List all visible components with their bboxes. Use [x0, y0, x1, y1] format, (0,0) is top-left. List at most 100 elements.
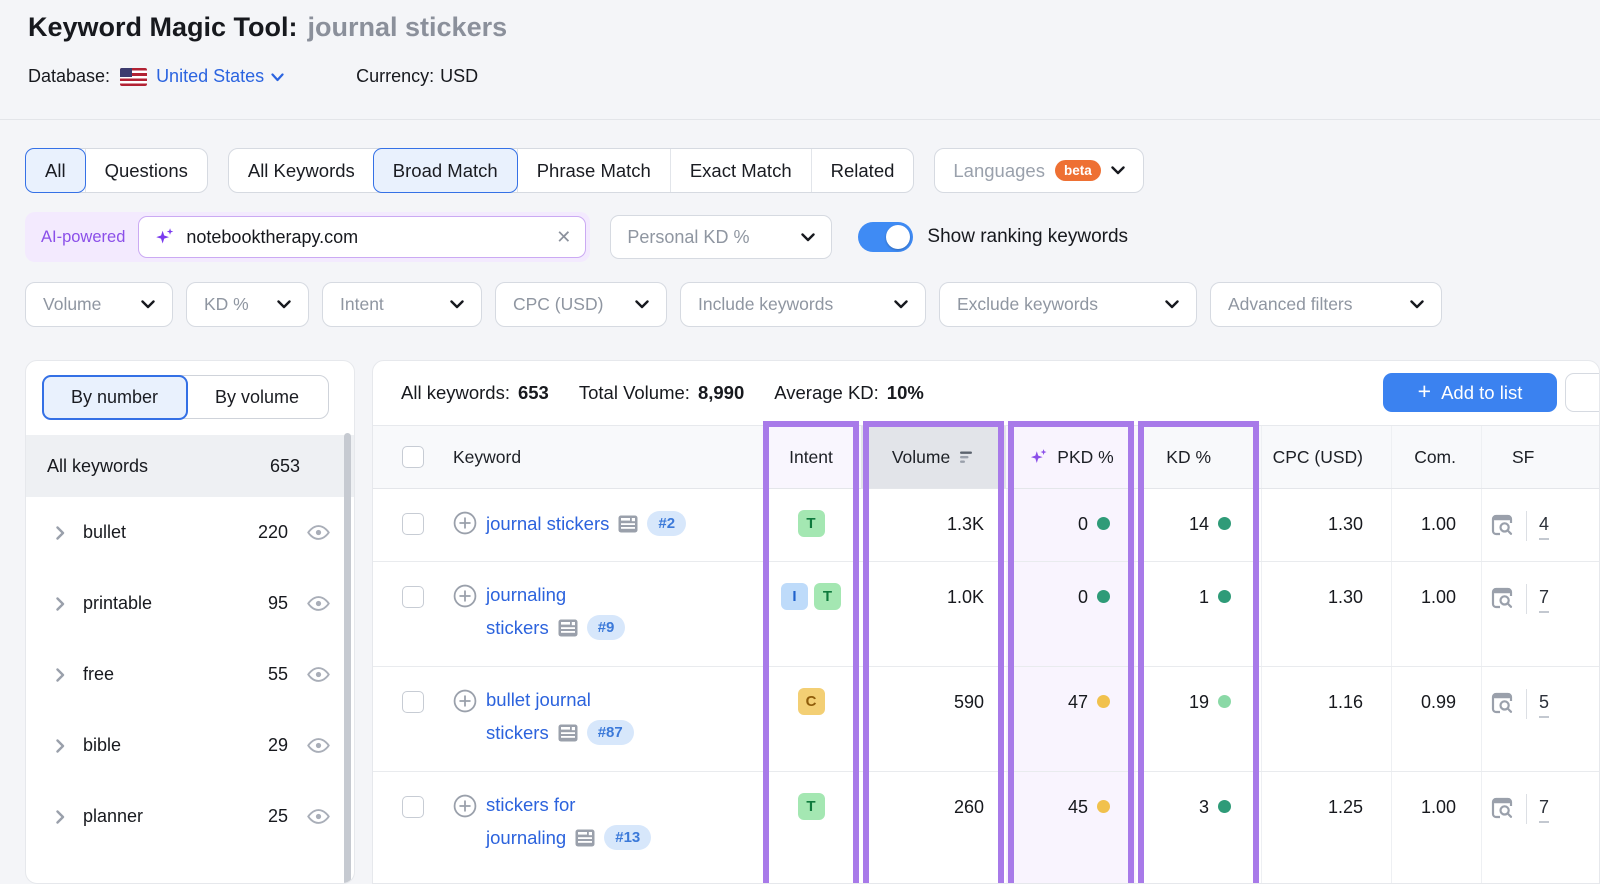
- tab-related[interactable]: Related: [810, 149, 914, 192]
- eye-toggle[interactable]: [307, 524, 330, 541]
- filter-include-keywords[interactable]: Include keywords: [680, 282, 926, 327]
- keyword-link[interactable]: stickers: [486, 721, 549, 743]
- filter-cpc-usd-[interactable]: CPC (USD): [495, 282, 667, 327]
- select-all-checkbox[interactable]: [402, 446, 424, 468]
- tab-exact-match[interactable]: Exact Match: [669, 149, 811, 192]
- sidebar-item-all-keywords[interactable]: All keywords 653: [26, 435, 354, 497]
- ranking-position-badge[interactable]: #87: [586, 720, 634, 745]
- filter-label: Advanced filters: [1228, 294, 1353, 314]
- sf-count[interactable]: 5: [1539, 692, 1550, 718]
- intent-badge-c[interactable]: C: [797, 688, 825, 715]
- languages-dropdown[interactable]: Languages beta: [934, 148, 1144, 193]
- column-header-volume[interactable]: Volume: [861, 426, 1006, 488]
- serp-preview-icon[interactable]: [1490, 692, 1514, 714]
- ranking-position-badge[interactable]: #9: [586, 615, 626, 640]
- add-to-list-button[interactable]: + Add to list: [1383, 373, 1557, 412]
- match-type-tabs: All Questions All Keywords Broad Match Phra…: [25, 148, 1144, 193]
- keyword-link[interactable]: journal stickers: [486, 512, 610, 534]
- filters-row: Volume KD % Intent CPC (USD) Include keyword…: [25, 282, 1442, 327]
- expand-chevron[interactable]: [56, 667, 65, 682]
- sf-count[interactable]: 4: [1539, 514, 1550, 540]
- tab-all[interactable]: All: [25, 148, 86, 193]
- database-select[interactable]: United States: [156, 66, 284, 87]
- sidebar-tab-by-number[interactable]: By number: [41, 374, 188, 420]
- row-checkbox[interactable]: [402, 796, 424, 818]
- expand-chevron[interactable]: [56, 525, 65, 540]
- add-keyword-icon[interactable]: [453, 584, 477, 608]
- row-checkbox[interactable]: [402, 691, 424, 713]
- row-checkbox[interactable]: [402, 586, 424, 608]
- cpc-cell: 1.30: [1261, 489, 1391, 561]
- ranking-position-badge[interactable]: #2: [647, 511, 687, 536]
- expand-chevron[interactable]: [56, 596, 65, 611]
- column-header-kd[interactable]: KD %: [1166, 446, 1211, 467]
- tab-all-keywords[interactable]: All Keywords: [229, 149, 374, 192]
- pkd-difficulty-dot: [1097, 517, 1110, 530]
- sidebar-group-list: bullet 220 printable 95 free 55 bible 29 planner…: [26, 497, 354, 883]
- serp-preview-icon[interactable]: [1490, 514, 1514, 536]
- keyword-link[interactable]: journaling: [486, 584, 567, 605]
- intent-badge-t[interactable]: T: [814, 583, 841, 610]
- eye-toggle[interactable]: [307, 666, 330, 683]
- kd-difficulty-dot: [1218, 590, 1231, 603]
- column-header-com[interactable]: Com.: [1391, 426, 1481, 488]
- sf-count[interactable]: 7: [1539, 797, 1550, 823]
- more-actions-button[interactable]: [1565, 373, 1599, 412]
- column-header-intent[interactable]: Intent: [761, 426, 861, 488]
- sidebar-tab-by-volume[interactable]: By volume: [186, 376, 328, 418]
- keyword-link[interactable]: stickers: [486, 616, 549, 638]
- pkd-difficulty-dot: [1097, 590, 1110, 603]
- ranking-position-badge[interactable]: #13: [604, 825, 652, 850]
- expand-chevron[interactable]: [56, 738, 65, 753]
- filter-intent[interactable]: Intent: [322, 282, 482, 327]
- eye-toggle[interactable]: [307, 595, 330, 612]
- sidebar-group-planner[interactable]: planner 25: [26, 781, 354, 852]
- eye-toggle[interactable]: [307, 808, 330, 825]
- sidebar-group-bullet[interactable]: bullet 220: [26, 497, 354, 568]
- keyword-link[interactable]: journaling: [486, 826, 567, 848]
- serp-preview-icon[interactable]: [1490, 797, 1514, 819]
- tab-phrase-match[interactable]: Phrase Match: [516, 149, 670, 192]
- sidebar-scrollbar[interactable]: [344, 433, 351, 883]
- intent-badge-t[interactable]: T: [797, 510, 825, 537]
- tab-broad-match[interactable]: Broad Match: [372, 148, 518, 193]
- add-keyword-icon[interactable]: [453, 511, 477, 535]
- intent-badge-i[interactable]: I: [781, 583, 808, 610]
- eye-toggle[interactable]: [307, 737, 330, 754]
- serp-snapshot-icon[interactable]: [558, 619, 578, 637]
- keywords-table-card: All keywords: 653 Total Volume: 8,990 Aver…: [372, 360, 1600, 884]
- sf-cell: 5: [1481, 667, 1599, 771]
- keyword-link[interactable]: stickers for: [486, 794, 576, 815]
- serp-snapshot-icon[interactable]: [558, 724, 578, 742]
- filter-advanced-filters[interactable]: Advanced filters: [1210, 282, 1442, 327]
- column-header-pkd[interactable]: PKD %: [1006, 426, 1136, 488]
- keyword-search-field[interactable]: ✕: [138, 216, 587, 258]
- serp-snapshot-icon[interactable]: [575, 829, 595, 847]
- row-checkbox[interactable]: [402, 513, 424, 535]
- sidebar-group-printable[interactable]: printable 95: [26, 568, 354, 639]
- sf-count[interactable]: 7: [1539, 587, 1550, 613]
- column-header-sf[interactable]: SF: [1481, 426, 1599, 488]
- tab-questions[interactable]: Questions: [84, 149, 207, 192]
- sidebar-group-bible[interactable]: bible 29: [26, 710, 354, 781]
- keyword-link[interactable]: bullet journal: [486, 689, 591, 710]
- filter-kd-[interactable]: KD %: [186, 282, 309, 327]
- show-ranking-keywords-toggle[interactable]: [858, 222, 914, 252]
- personal-kd-dropdown[interactable]: Personal KD %: [610, 215, 833, 259]
- sidebar-group-free[interactable]: free 55: [26, 639, 354, 710]
- filter-exclude-keywords[interactable]: Exclude keywords: [939, 282, 1197, 327]
- chevron-down-icon: [141, 300, 155, 309]
- filter-volume[interactable]: Volume: [25, 282, 173, 327]
- add-keyword-icon[interactable]: [453, 689, 477, 713]
- expand-chevron[interactable]: [56, 809, 65, 824]
- column-header-keyword[interactable]: Keyword: [453, 446, 522, 467]
- column-header-cpc[interactable]: CPC (USD): [1261, 426, 1391, 488]
- intent-badge-t[interactable]: T: [797, 793, 825, 820]
- add-keyword-icon[interactable]: [453, 794, 477, 818]
- serp-preview-icon[interactable]: [1490, 587, 1514, 609]
- clear-search-icon[interactable]: ✕: [556, 226, 572, 247]
- filter-label: Exclude keywords: [957, 294, 1099, 314]
- search-input[interactable]: [186, 226, 557, 248]
- com-cell: 1.00: [1391, 562, 1481, 666]
- serp-snapshot-icon[interactable]: [618, 515, 638, 533]
